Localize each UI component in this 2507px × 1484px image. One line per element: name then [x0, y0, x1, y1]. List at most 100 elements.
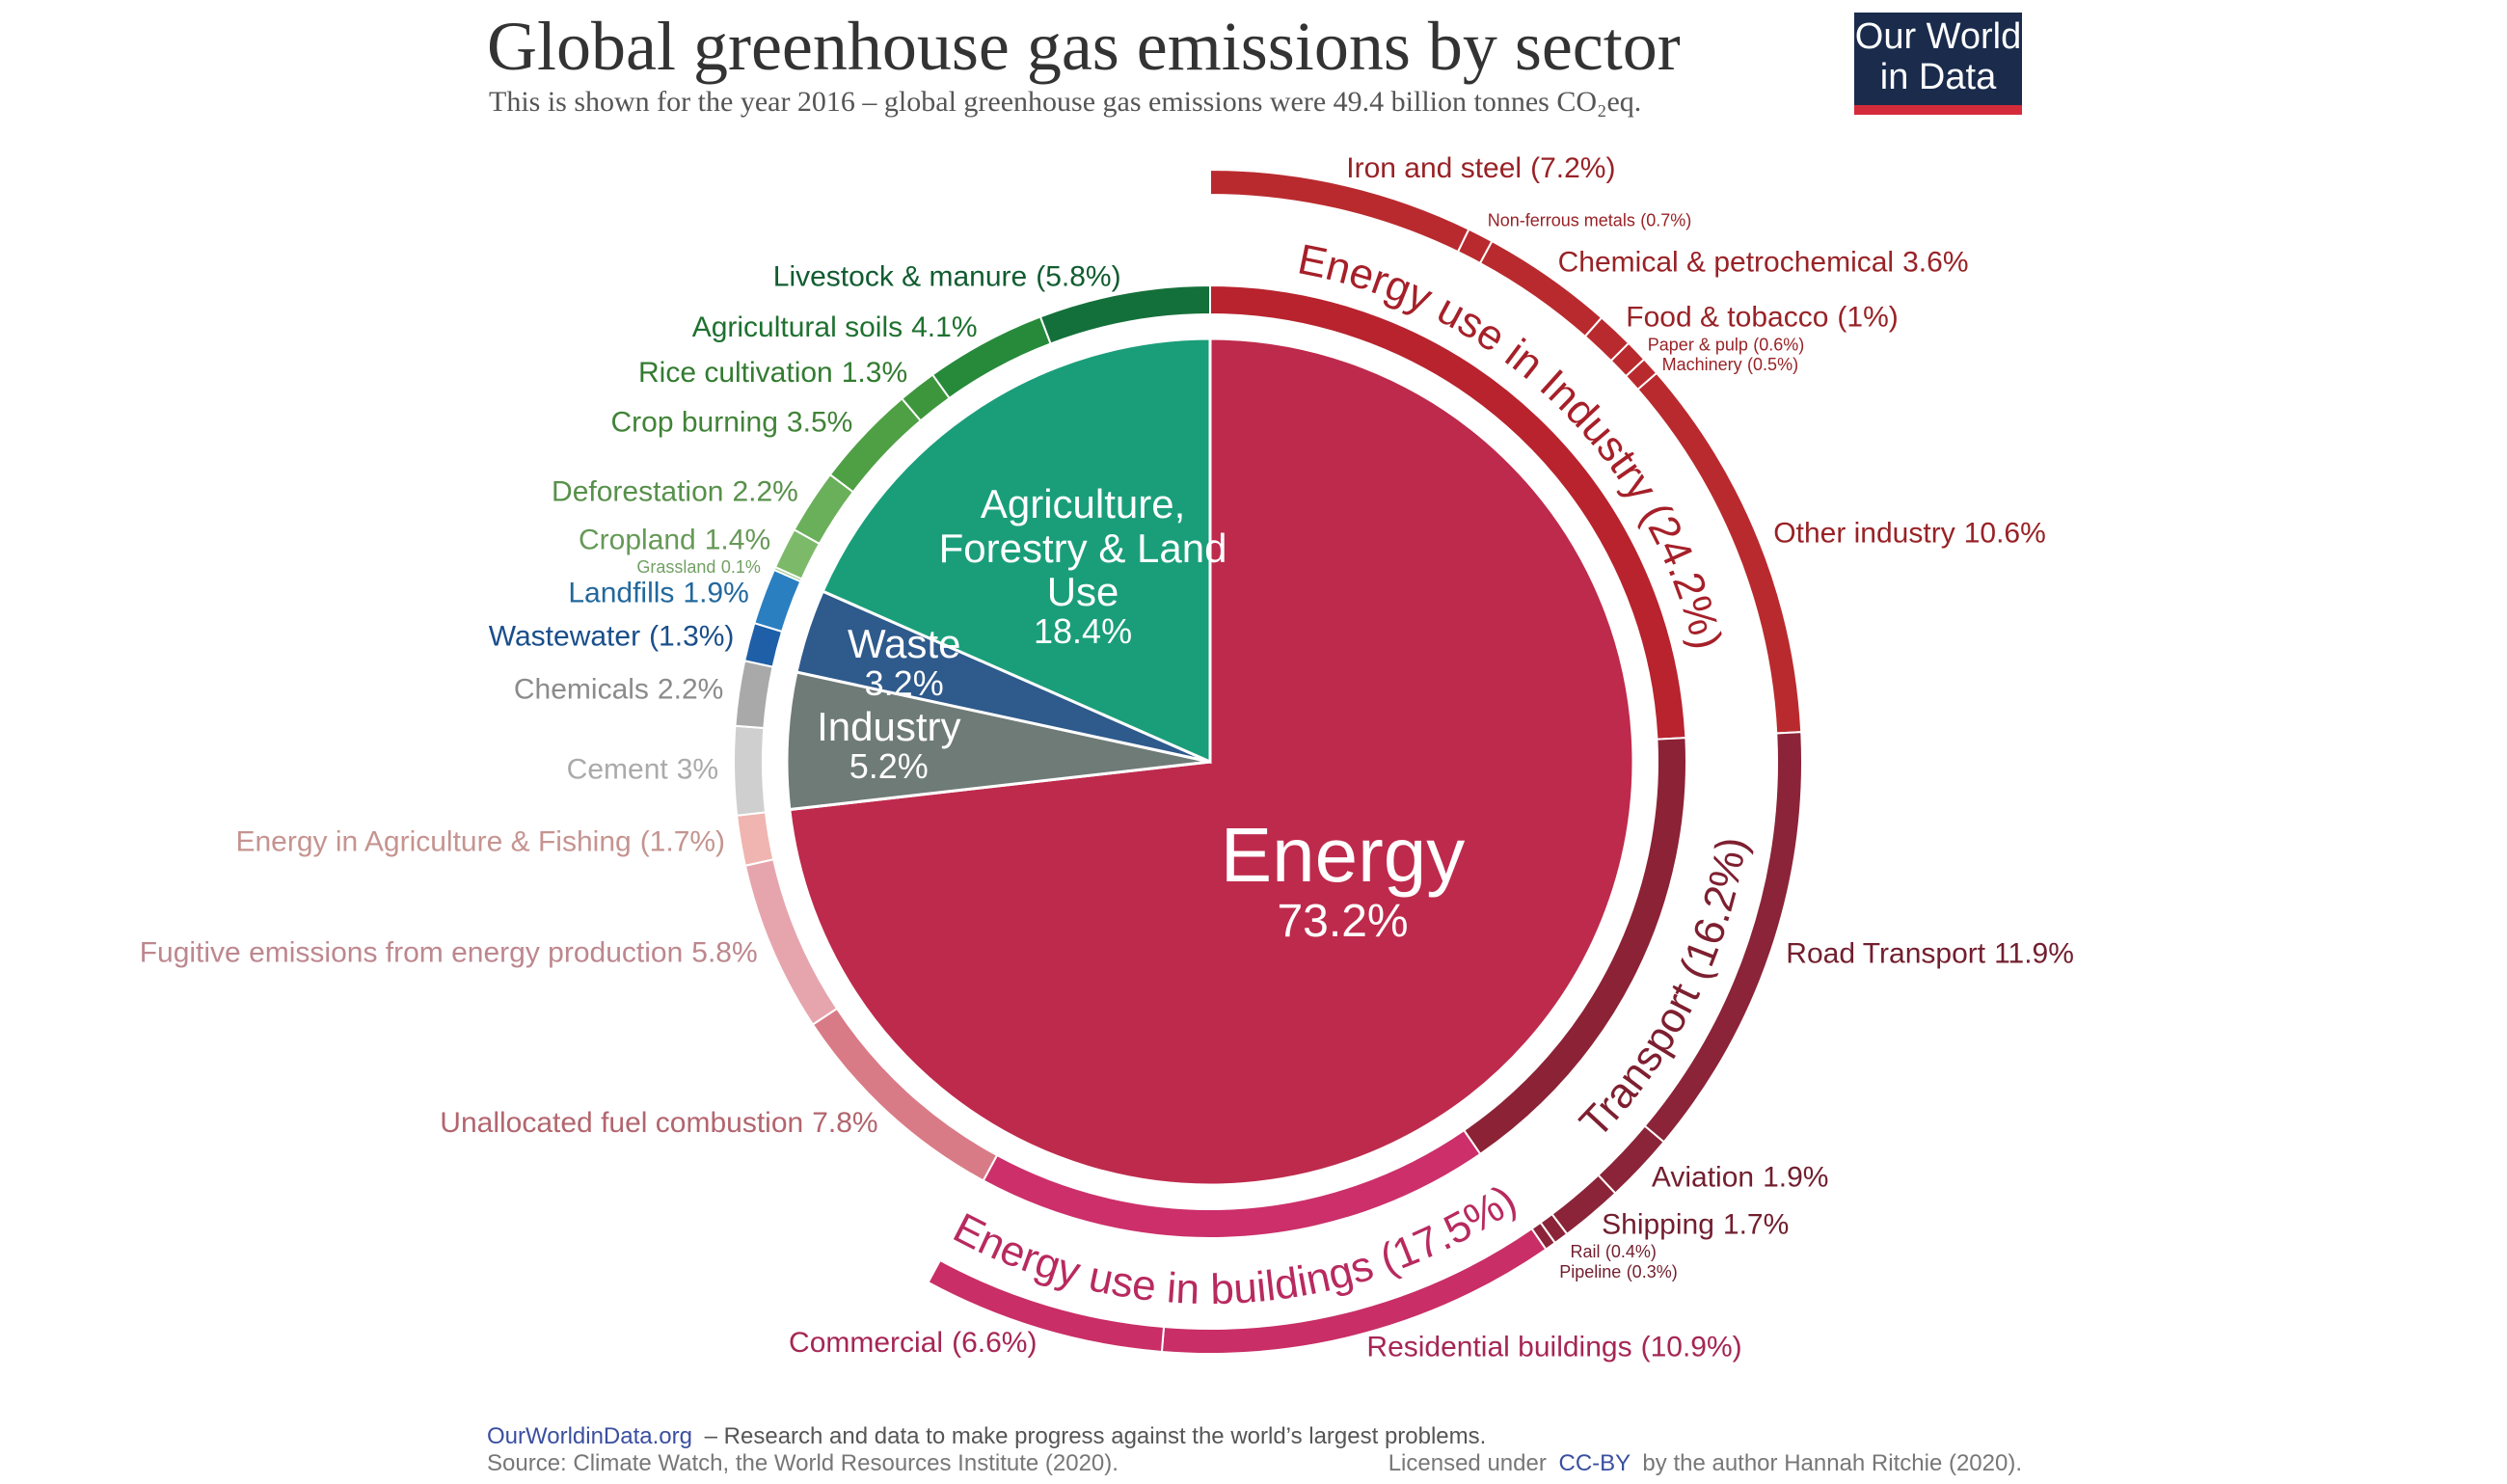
label-name: Crop burning: [610, 407, 777, 439]
label-value: 1.3%: [842, 357, 907, 389]
pie-slice: [821, 337, 1212, 765]
label-value: (0.6%): [1753, 335, 1804, 354]
label-value: 4.1%: [911, 311, 977, 343]
label-name: Non-ferrous metals: [1488, 210, 1635, 229]
footer-line: OurWorldinData.org – Research and data t…: [487, 1423, 1486, 1449]
label-value: 1.7%: [1723, 1209, 1789, 1241]
footer-link[interactable]: OurWorldinData.org: [487, 1423, 692, 1449]
ring-segment: [1038, 283, 1211, 345]
segment-label: Other industry 10.6%: [1773, 517, 2046, 549]
slice-label-box: Industry 5.2%: [744, 630, 1034, 861]
label-value: 1.4%: [705, 524, 770, 555]
label-name: Agricultural soils: [692, 311, 903, 343]
footer-license: Licensed under CC-BY by the author Hanna…: [1388, 1450, 2022, 1476]
license-text: by the author Hannah Ritchie (2020).: [1642, 1450, 2022, 1476]
rings: [733, 168, 1803, 1355]
segment-label: Cropland 1.4%: [579, 524, 770, 555]
slice-label-box: Waste 3.2%: [760, 547, 1049, 778]
label-name: Energy in Agriculture & Fishing: [235, 825, 631, 857]
label-name: Cropland: [579, 524, 696, 555]
label-name: Iron and steel: [1346, 152, 1522, 184]
chart-title: Global greenhouse gas emissions by secto…: [487, 8, 1681, 85]
label-value: 1.9%: [1763, 1162, 1828, 1194]
slice-value: 73.2%: [1277, 896, 1409, 948]
label-value: (7.2%): [1530, 152, 1615, 184]
label-name: Deforestation: [552, 475, 723, 507]
label-value: 3%: [677, 754, 718, 786]
label-value: 3.5%: [787, 407, 852, 439]
segment-label: Agricultural soils 4.1%: [692, 311, 978, 343]
slice-name: Industry: [817, 704, 961, 750]
label-name: Aviation: [1652, 1162, 1754, 1194]
segment-label: Aviation 1.9%: [1652, 1162, 1829, 1194]
label-name: Road Transport: [1786, 937, 1985, 969]
label-value: 10.6%: [1964, 517, 2046, 549]
segment-label: Pipeline (0.3%): [1559, 1262, 1677, 1282]
chart-subtitle: This is shown for the year 2016 – global…: [489, 86, 1641, 118]
label-name: Cement: [567, 754, 669, 786]
segment-label: Road Transport 11.9%: [1786, 937, 2074, 969]
segment-label: Cement 3%: [567, 754, 718, 786]
slice-name: Agriculture, Forestry & Land Use: [938, 481, 1227, 614]
slice-value: 18.4%: [1034, 611, 1133, 652]
slice-label-box: Agriculture, Forestry & Land Use 18.4%: [938, 451, 1227, 683]
label-name: Rice cultivation: [638, 357, 833, 389]
segment-label: Paper & pulp (0.6%): [1648, 335, 1804, 354]
label-name: Pipeline: [1559, 1262, 1621, 1282]
logo-bar: [1854, 105, 2022, 115]
segment-label: Fugitive emissions from energy productio…: [140, 937, 758, 969]
label-name: Food & tobacco: [1626, 302, 1828, 334]
segment-label: Landfills 1.9%: [568, 577, 748, 608]
slice-value: 3.2%: [864, 663, 944, 704]
label-value: (0.7%): [1640, 210, 1691, 229]
label-value: (5.8%): [1036, 260, 1120, 292]
label-name: Fugitive emissions from energy productio…: [140, 937, 684, 969]
logo-text: in Data: [1880, 57, 1997, 97]
label-name: Livestock & manure: [773, 260, 1027, 292]
label-value: 1.9%: [683, 577, 748, 608]
label-name: Residential buildings: [1366, 1332, 1631, 1363]
footer-source: Source: Climate Watch, the World Resourc…: [487, 1450, 1119, 1476]
segment-label: Iron and steel (7.2%): [1346, 152, 1615, 184]
label-value: 7.8%: [812, 1107, 877, 1139]
label-name: Grassland: [636, 557, 715, 577]
label-value: 2.2%: [658, 673, 723, 705]
label-name: Paper & pulp: [1648, 335, 1748, 354]
segment-label: Livestock & manure (5.8%): [773, 260, 1121, 292]
segment-label: Food & tobacco (1%): [1626, 302, 1898, 334]
segment-label: Wastewater (1.3%): [489, 621, 735, 653]
segment-label: Chemical & petrochemical 3.6%: [1558, 246, 1969, 278]
segment-label: Grassland 0.1%: [636, 557, 760, 577]
label-value: 2.2%: [732, 475, 797, 507]
label-value: 5.8%: [691, 937, 757, 969]
label-name: Shipping: [1602, 1209, 1714, 1241]
segment-label: Rice cultivation 1.3%: [638, 357, 907, 389]
label-value: 3.6%: [1902, 246, 1968, 278]
slice-value: 5.2%: [849, 746, 929, 787]
label-value: (6.6%): [952, 1327, 1037, 1359]
outer-segment: [927, 1258, 1166, 1354]
label-name: Other industry: [1773, 517, 1954, 549]
segment-label: Machinery (0.5%): [1662, 355, 1798, 374]
segment-label: Unallocated fuel combustion 7.8%: [440, 1107, 877, 1139]
label-value: (1.3%): [649, 621, 734, 653]
slice-label-box: Energy 73.2%: [1141, 784, 1546, 977]
label-name: Commercial: [789, 1327, 943, 1359]
slice-name: Waste: [847, 620, 961, 666]
logo-box: [1854, 13, 2022, 105]
label-name: Machinery: [1662, 355, 1742, 374]
label-value: (1.7%): [640, 825, 725, 857]
license-link[interactable]: CC-BY: [1559, 1450, 1631, 1476]
segment-label: Crop burning 3.5%: [610, 407, 852, 439]
segment-label: Deforestation 2.2%: [552, 475, 798, 507]
segment-label: Non-ferrous metals (0.7%): [1488, 210, 1691, 229]
slice-name: Energy: [1220, 811, 1466, 898]
label-name: Unallocated fuel combustion: [440, 1107, 803, 1139]
label-name: Landfills: [568, 577, 674, 608]
segment-label: Shipping 1.7%: [1602, 1209, 1789, 1241]
